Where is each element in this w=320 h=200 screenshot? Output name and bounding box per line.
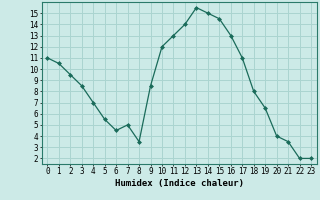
X-axis label: Humidex (Indice chaleur): Humidex (Indice chaleur) <box>115 179 244 188</box>
